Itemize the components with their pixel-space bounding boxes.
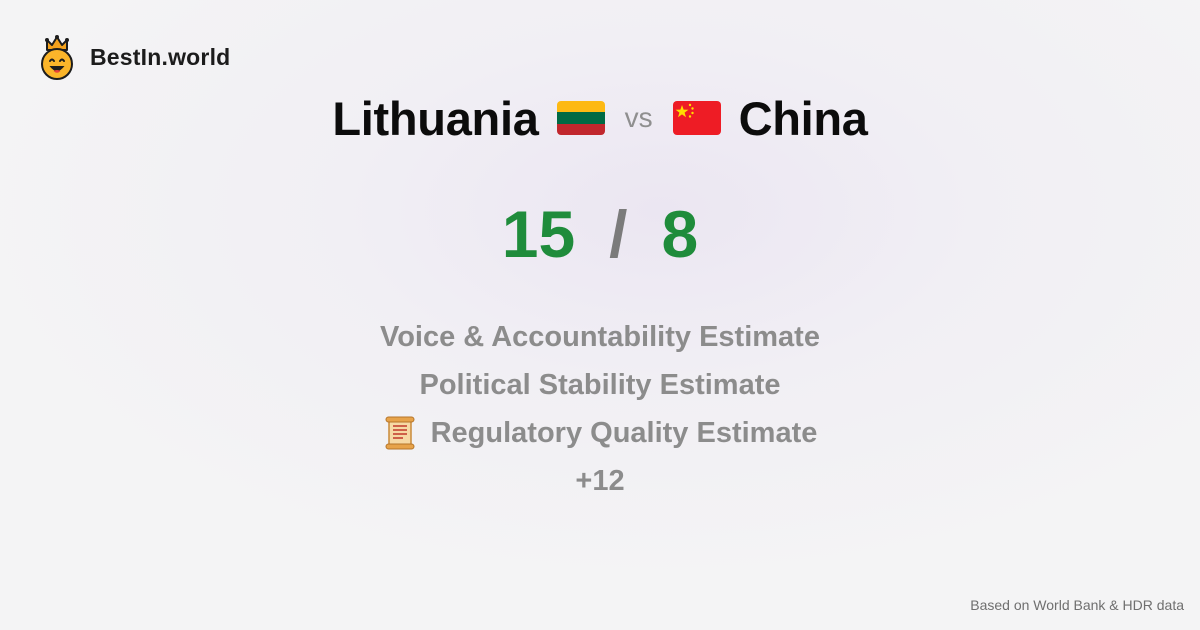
metric-list: Voice & Accountability Estimate Politica… (0, 313, 1200, 505)
crowned-smiley-icon (41, 35, 73, 80)
right-score: 8 (661, 197, 699, 271)
left-country: Lithuania (332, 91, 539, 145)
right-country: China (738, 91, 868, 145)
metric-label: Political Stability Estimate (419, 369, 781, 401)
metric-label: Regulatory Quality Estimate (430, 417, 818, 449)
lithuania-flag-icon (556, 101, 605, 135)
metric-item: Political Stability Estimate (0, 361, 1200, 409)
china-flag-icon (672, 101, 721, 135)
metric-label: Voice & Accountability Estimate (380, 321, 820, 353)
score-row: 15 / 8 (0, 196, 1200, 272)
more-metrics-count: +12 (575, 465, 625, 497)
score-separator: / (609, 197, 628, 271)
vs-label: vs (624, 102, 653, 133)
comparison-title: Lithuania vs China (0, 86, 1200, 150)
metric-item: Regulatory Quality Estimate (0, 409, 1200, 457)
data-source-note: Based on World Bank & HDR data (970, 597, 1184, 613)
scroll-icon (385, 416, 415, 450)
brand[interactable]: BestIn.world (38, 34, 230, 80)
metric-item: Voice & Accountability Estimate (0, 313, 1200, 361)
left-score: 15 (501, 197, 576, 271)
brand-name: BestIn.world (90, 43, 231, 70)
